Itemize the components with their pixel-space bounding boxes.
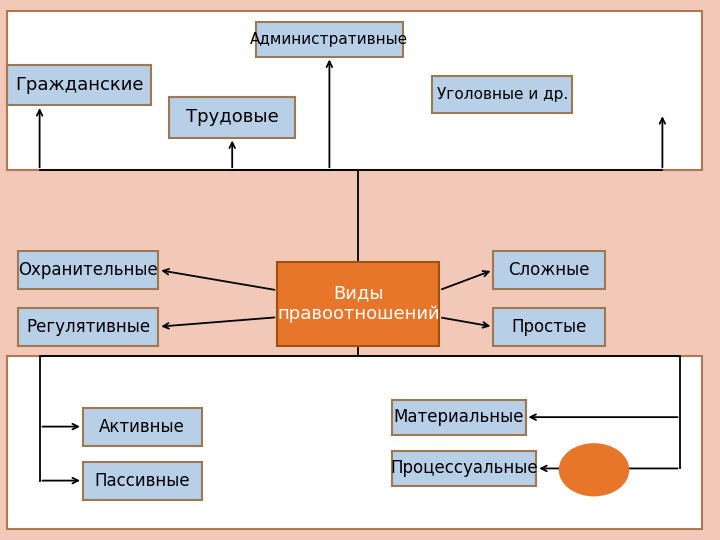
FancyBboxPatch shape [256,22,403,57]
FancyBboxPatch shape [493,251,605,289]
Text: Материальные: Материальные [394,408,524,426]
Text: Виды
правоотношений: Виды правоотношений [277,285,439,323]
FancyBboxPatch shape [18,308,158,346]
FancyBboxPatch shape [432,76,572,113]
Text: Простые: Простые [511,318,587,336]
Text: Гражданские: Гражданские [15,76,143,94]
Circle shape [559,444,629,496]
Text: Административные: Административные [251,32,408,46]
Text: Сложные: Сложные [508,261,590,279]
FancyBboxPatch shape [7,65,151,105]
FancyBboxPatch shape [392,400,526,435]
Bar [7,11,702,170]
FancyBboxPatch shape [18,251,158,289]
FancyBboxPatch shape [493,308,605,346]
Text: Процессуальные: Процессуальные [390,460,539,477]
Text: Трудовые: Трудовые [186,109,279,126]
FancyBboxPatch shape [277,262,439,346]
FancyBboxPatch shape [83,462,202,500]
Text: Активные: Активные [99,417,185,436]
Text: Регулятивные: Регулятивные [26,318,150,336]
FancyBboxPatch shape [392,451,536,486]
Text: Охранительные: Охранительные [18,261,158,279]
Text: Уголовные и др.: Уголовные и др. [436,87,568,102]
FancyBboxPatch shape [83,408,202,445]
Text: Пассивные: Пассивные [94,471,190,490]
FancyBboxPatch shape [169,97,295,138]
Bar [7,356,702,529]
